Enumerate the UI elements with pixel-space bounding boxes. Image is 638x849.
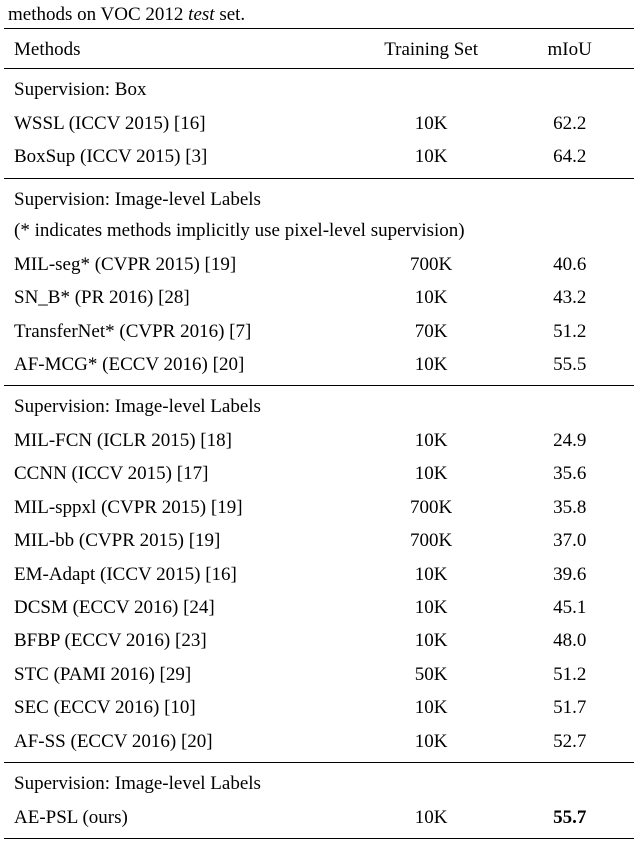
method-cell: CCNN (ICCV 2015) [17] (4, 457, 357, 490)
results-table: Methods Training Set mIoU Supervision: B… (4, 28, 634, 839)
method-cell: MIL-sppxl (CVPR 2015) [19] (4, 491, 357, 524)
table-row: SN_B* (PR 2016) [28]10K43.2 (4, 281, 634, 314)
training-cell: 10K (357, 457, 496, 490)
training-cell: 10K (357, 624, 496, 657)
training-cell: 10K (357, 140, 496, 178)
table-header-row: Methods Training Set mIoU (4, 29, 634, 69)
caption-suffix: set. (215, 4, 246, 25)
miou-cell: 55.7 (495, 801, 634, 839)
table-row: DCSM (ECCV 2016) [24]10K45.1 (4, 591, 634, 624)
training-cell: 10K (357, 281, 496, 314)
table-container: methods on VOC 2012 test set. Methods Tr… (0, 0, 638, 849)
table-caption: methods on VOC 2012 test set. (4, 4, 634, 26)
table-row: EM-Adapt (ICCV 2015) [16]10K39.6 (4, 558, 634, 591)
table-row: SEC (ECCV 2016) [10]10K51.7 (4, 691, 634, 724)
training-cell: 10K (357, 424, 496, 457)
miou-cell: 37.0 (495, 524, 634, 557)
miou-cell: 35.6 (495, 457, 634, 490)
section-note: (* indicates methods implicitly use pixe… (4, 216, 634, 247)
header-miou: mIoU (495, 29, 634, 69)
training-cell: 10K (357, 558, 496, 591)
caption-prefix: methods on VOC 2012 (8, 4, 188, 25)
miou-cell: 48.0 (495, 624, 634, 657)
training-cell: 10K (357, 691, 496, 724)
miou-cell: 45.1 (495, 591, 634, 624)
table-row: AE-PSL (ours)10K55.7 (4, 801, 634, 839)
training-cell: 10K (357, 801, 496, 839)
section-title: Supervision: Image-level Labels (4, 178, 634, 216)
training-cell: 700K (357, 524, 496, 557)
table-row: STC (PAMI 2016) [29]50K51.2 (4, 658, 634, 691)
section-title: Supervision: Box (4, 69, 634, 107)
training-cell: 10K (357, 591, 496, 624)
table-row: WSSL (ICCV 2015) [16]10K62.2 (4, 107, 634, 140)
method-cell: SEC (ECCV 2016) [10] (4, 691, 357, 724)
miou-cell: 55.5 (495, 348, 634, 386)
training-cell: 700K (357, 491, 496, 524)
miou-cell: 64.2 (495, 140, 634, 178)
miou-cell: 52.7 (495, 725, 634, 763)
method-cell: BFBP (ECCV 2016) [23] (4, 624, 357, 657)
method-cell: WSSL (ICCV 2015) [16] (4, 107, 357, 140)
training-cell: 700K (357, 248, 496, 281)
miou-cell: 62.2 (495, 107, 634, 140)
method-cell: MIL-bb (CVPR 2015) [19] (4, 524, 357, 557)
miou-cell: 51.7 (495, 691, 634, 724)
table-row: BFBP (ECCV 2016) [23]10K48.0 (4, 624, 634, 657)
table-row: MIL-seg* (CVPR 2015) [19]700K40.6 (4, 248, 634, 281)
miou-cell: 24.9 (495, 424, 634, 457)
method-cell: STC (PAMI 2016) [29] (4, 658, 357, 691)
miou-cell: 51.2 (495, 315, 634, 348)
method-cell: AE-PSL (ours) (4, 801, 357, 839)
table-row: AF-SS (ECCV 2016) [20]10K52.7 (4, 725, 634, 763)
table-row: CCNN (ICCV 2015) [17]10K35.6 (4, 457, 634, 490)
method-cell: AF-MCG* (ECCV 2016) [20] (4, 348, 357, 386)
table-row: AF-MCG* (ECCV 2016) [20]10K55.5 (4, 348, 634, 386)
header-training: Training Set (357, 29, 496, 69)
miou-cell: 51.2 (495, 658, 634, 691)
method-cell: DCSM (ECCV 2016) [24] (4, 591, 357, 624)
table-row: MIL-sppxl (CVPR 2015) [19]700K35.8 (4, 491, 634, 524)
method-cell: BoxSup (ICCV 2015) [3] (4, 140, 357, 178)
method-cell: EM-Adapt (ICCV 2015) [16] (4, 558, 357, 591)
method-cell: MIL-seg* (CVPR 2015) [19] (4, 248, 357, 281)
section-title: Supervision: Image-level Labels (4, 763, 634, 801)
method-cell: AF-SS (ECCV 2016) [20] (4, 725, 357, 763)
training-cell: 10K (357, 348, 496, 386)
training-cell: 10K (357, 725, 496, 763)
table-row: MIL-bb (CVPR 2015) [19]700K37.0 (4, 524, 634, 557)
table-row: BoxSup (ICCV 2015) [3]10K64.2 (4, 140, 634, 178)
method-cell: SN_B* (PR 2016) [28] (4, 281, 357, 314)
header-methods: Methods (4, 29, 357, 69)
method-cell: TransferNet* (CVPR 2016) [7] (4, 315, 357, 348)
miou-cell: 40.6 (495, 248, 634, 281)
table-row: TransferNet* (CVPR 2016) [7]70K51.2 (4, 315, 634, 348)
training-cell: 70K (357, 315, 496, 348)
miou-cell: 43.2 (495, 281, 634, 314)
training-cell: 50K (357, 658, 496, 691)
section-title: Supervision: Image-level Labels (4, 386, 634, 424)
miou-cell: 39.6 (495, 558, 634, 591)
table-row: MIL-FCN (ICLR 2015) [18]10K24.9 (4, 424, 634, 457)
miou-cell: 35.8 (495, 491, 634, 524)
caption-italic: test (188, 4, 214, 25)
training-cell: 10K (357, 107, 496, 140)
method-cell: MIL-FCN (ICLR 2015) [18] (4, 424, 357, 457)
